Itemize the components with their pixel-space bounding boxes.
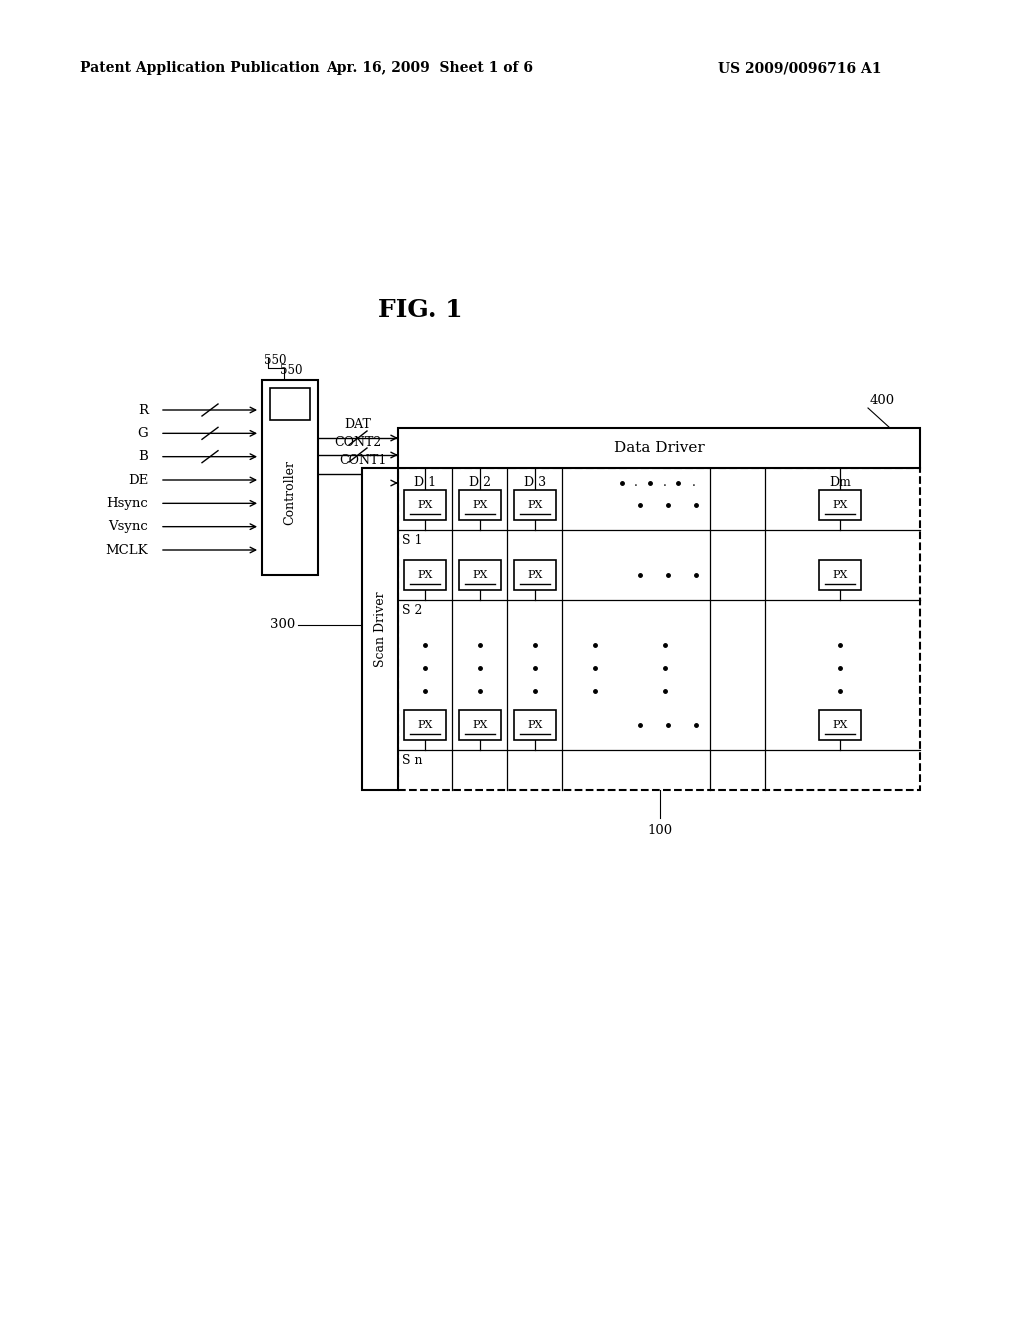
Text: DE: DE: [128, 474, 148, 487]
Text: CONT2: CONT2: [335, 436, 382, 449]
Text: CONT1: CONT1: [339, 454, 387, 467]
Text: 100: 100: [647, 824, 673, 837]
Text: DAT: DAT: [344, 417, 372, 430]
Bar: [404, 710, 446, 741]
Text: Patent Application Publication: Patent Application Publication: [80, 61, 319, 75]
Bar: [262, 380, 318, 576]
Text: PX: PX: [527, 500, 543, 510]
Bar: [514, 560, 556, 590]
Text: S 1: S 1: [402, 533, 423, 546]
Text: 400: 400: [870, 393, 895, 407]
Text: PX: PX: [418, 719, 433, 730]
Bar: [514, 490, 556, 520]
Text: D 1: D 1: [414, 477, 436, 490]
Text: .: .: [692, 477, 696, 490]
Bar: [362, 469, 398, 789]
Text: FIG. 1: FIG. 1: [378, 298, 462, 322]
Text: Data Driver: Data Driver: [613, 441, 705, 455]
Bar: [398, 428, 920, 469]
Text: G: G: [137, 426, 148, 440]
Bar: [459, 710, 501, 741]
Text: US 2009/0096716 A1: US 2009/0096716 A1: [718, 61, 882, 75]
Text: Controller: Controller: [284, 459, 297, 525]
Bar: [404, 490, 446, 520]
Bar: [398, 469, 920, 789]
Bar: [819, 560, 861, 590]
Text: 550: 550: [280, 363, 302, 376]
Text: Hsync: Hsync: [106, 496, 148, 510]
Text: 550: 550: [264, 354, 287, 367]
Text: D 3: D 3: [524, 477, 546, 490]
Text: PX: PX: [472, 719, 487, 730]
Text: .: .: [634, 477, 638, 490]
Text: PX: PX: [527, 570, 543, 579]
Text: PX: PX: [527, 719, 543, 730]
Text: Apr. 16, 2009  Sheet 1 of 6: Apr. 16, 2009 Sheet 1 of 6: [327, 61, 534, 75]
Text: S n: S n: [402, 754, 423, 767]
Bar: [514, 710, 556, 741]
Text: PX: PX: [418, 500, 433, 510]
Text: Scan Driver: Scan Driver: [374, 591, 386, 667]
Text: R: R: [138, 404, 148, 417]
Text: .: .: [664, 477, 667, 490]
Text: PX: PX: [833, 719, 848, 730]
Bar: [459, 490, 501, 520]
Bar: [270, 388, 310, 420]
Text: PX: PX: [418, 570, 433, 579]
Text: S 2: S 2: [402, 603, 422, 616]
Text: PX: PX: [472, 500, 487, 510]
Text: Dm: Dm: [829, 477, 851, 490]
Bar: [819, 490, 861, 520]
Text: PX: PX: [472, 570, 487, 579]
Text: B: B: [138, 450, 148, 463]
Bar: [404, 560, 446, 590]
Text: 300: 300: [269, 619, 295, 631]
Bar: [459, 560, 501, 590]
Text: PX: PX: [833, 570, 848, 579]
Text: PX: PX: [833, 500, 848, 510]
Bar: [819, 710, 861, 741]
Text: Vsync: Vsync: [109, 520, 148, 533]
Text: D 2: D 2: [469, 477, 490, 490]
Text: MCLK: MCLK: [105, 544, 148, 557]
